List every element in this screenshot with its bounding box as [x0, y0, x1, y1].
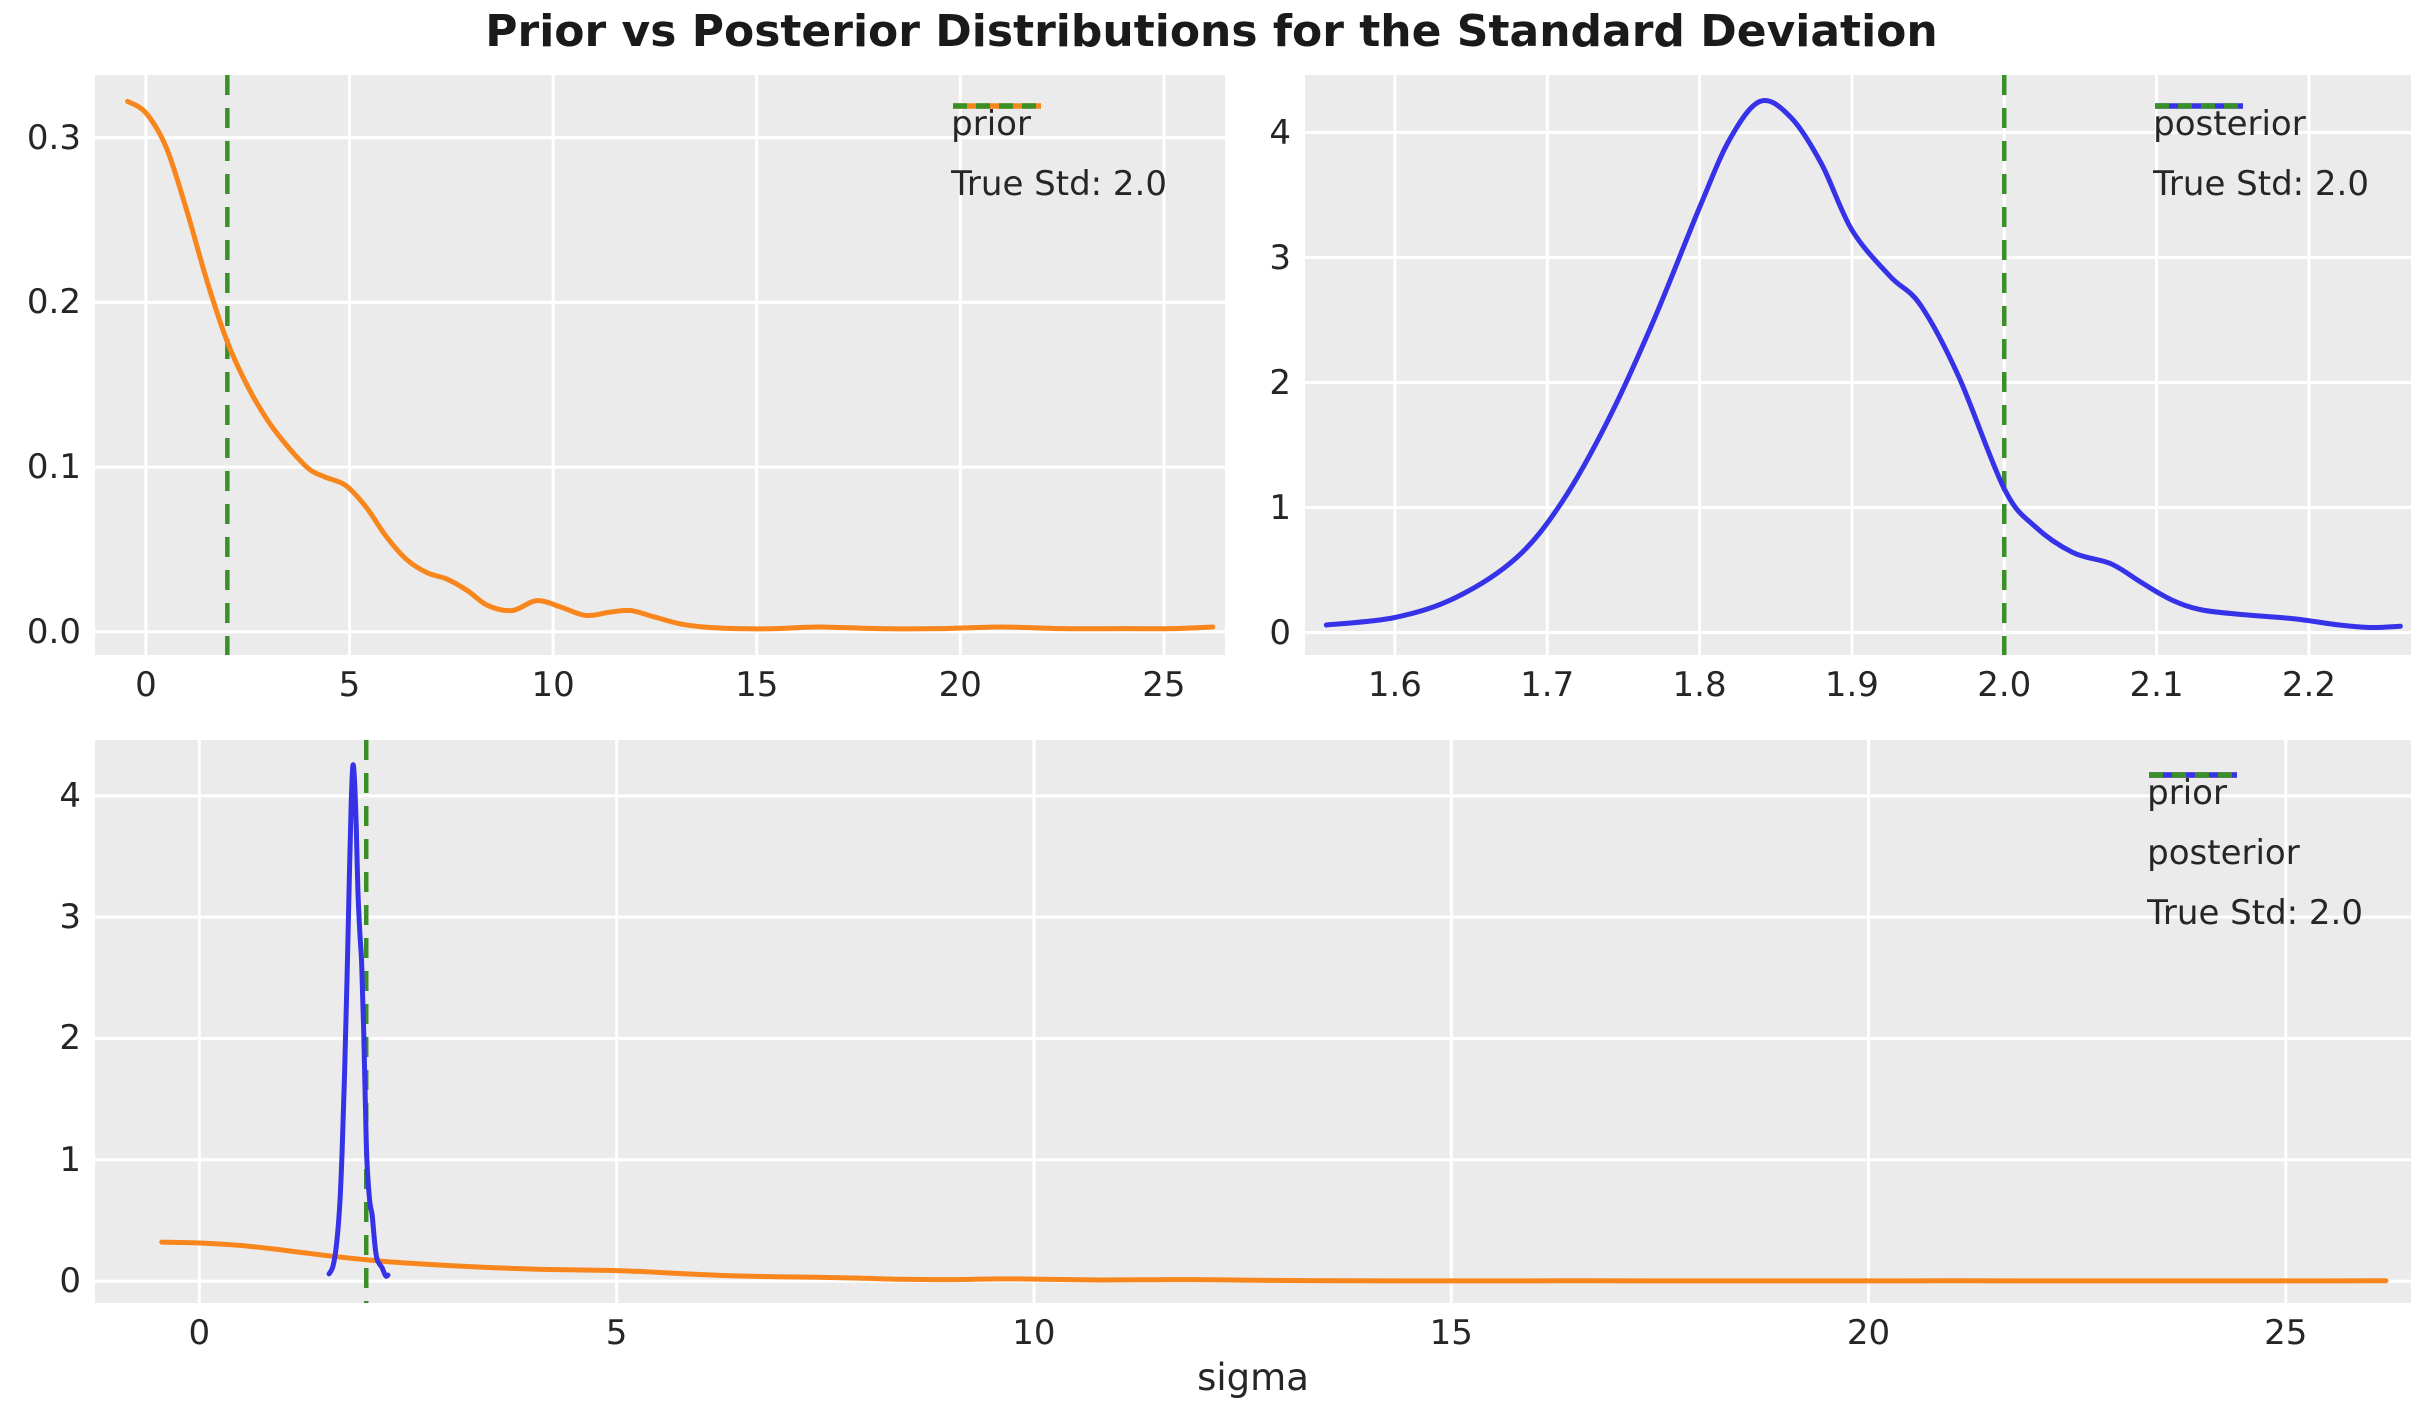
- legend-label: True Std: 2.0: [2153, 164, 2369, 204]
- legend-bottom: prior posterior True Std: 2.0: [2147, 770, 2363, 936]
- y-tick-label: 2: [59, 1018, 81, 1059]
- dashed-line-swatch-icon: [2155, 103, 2244, 109]
- x-tick-label: 0: [188, 1313, 211, 1353]
- y-tick-label: 4: [1269, 112, 1291, 153]
- plot-background: [1305, 75, 2411, 655]
- x-tick-label: 1.9: [1824, 665, 1879, 705]
- dashed-line-swatch-icon: [953, 103, 1042, 109]
- x-tick-label: 1.6: [1367, 665, 1422, 705]
- legend-label: True Std: 2.0: [2147, 893, 2363, 933]
- x-tick-label: 2.0: [1977, 665, 2032, 705]
- legend-top-right: posterior True Std: 2.0: [2153, 101, 2369, 207]
- y-tick-label: 1: [1269, 487, 1291, 528]
- plot-area-bottom: [95, 740, 2411, 1303]
- y-tick-label: 0.3: [26, 117, 81, 158]
- x-tick-label: 10: [1012, 1313, 1056, 1353]
- legend-label: posterior: [2153, 104, 2306, 144]
- legend-item-posterior: posterior: [2147, 772, 2363, 876]
- panel-bottom: 0 5 10 15 20 25 0 1 2 3 4 prior posterior True Std: 2…: [59, 740, 2411, 1353]
- posterior-curve: [326, 762, 391, 1279]
- y-tick-label: 4: [59, 775, 81, 816]
- x-axis-label: sigma: [1197, 1356, 1309, 1399]
- posterior-curve: [1323, 98, 2403, 631]
- figure-title: Prior vs Posterior Distributions for the…: [485, 6, 1938, 57]
- y-tick-label: 0.2: [26, 282, 81, 323]
- x-tick-label: 0: [135, 665, 157, 705]
- y-tick-label: 3: [1269, 237, 1291, 278]
- plot-area-top-left: [95, 75, 1225, 655]
- x-tick-label: 15: [735, 665, 779, 705]
- legend-item-true_std: True Std: 2.0: [951, 103, 1167, 207]
- y-tick-label: 0: [1269, 612, 1291, 653]
- plot-background: [95, 75, 1225, 655]
- x-tick-label: 20: [1846, 1313, 1891, 1353]
- x-tick-label: 25: [2264, 1313, 2308, 1353]
- y-tick-label: 3: [59, 897, 81, 938]
- legend-label: prior: [951, 104, 1031, 144]
- x-tick-label: 2.1: [2129, 665, 2184, 705]
- x-tick-label: 20: [938, 665, 982, 705]
- plot-area-top-right: [1305, 75, 2411, 655]
- dashed-line-swatch-icon: [2149, 772, 2238, 778]
- x-tick-label: 1.8: [1672, 665, 1727, 705]
- legend-item-true_std: True Std: 2.0: [2147, 772, 2363, 936]
- x-tick-label: 25: [1142, 665, 1186, 705]
- x-tick-label: 1.7: [1520, 665, 1575, 705]
- prior-curve: [125, 98, 1216, 632]
- y-tick-label: 2: [1269, 362, 1291, 403]
- prior-curve: [159, 1239, 2389, 1284]
- x-tick-label: 2.2: [2281, 665, 2336, 705]
- legend-label: prior: [2147, 773, 2227, 813]
- x-tick-label: 5: [605, 1313, 628, 1353]
- legend-top-left: prior True Std: 2.0: [951, 101, 1167, 207]
- y-tick-label: 0.1: [26, 447, 81, 488]
- x-tick-label: 15: [1429, 1313, 1473, 1353]
- panel-top-left: 0 5 10 15 20 25 0.0 0.1 0.2 0.3 prior True Std: 2.0: [27, 75, 1225, 705]
- legend-label: True Std: 2.0: [951, 164, 1167, 204]
- legend-item-true_std: True Std: 2.0: [2153, 103, 2369, 207]
- panel-top-right: 1.6 1.7 1.8 1.9 2.0 2.1 2.2 0 1 2 3 4 posterior True …: [1269, 75, 2411, 705]
- x-tick-label: 5: [338, 665, 361, 705]
- y-tick-label: 0.0: [26, 611, 81, 652]
- legend-label: posterior: [2147, 833, 2300, 873]
- y-tick-label: 0: [59, 1261, 81, 1302]
- y-tick-label: 1: [59, 1139, 81, 1180]
- plot-background: [95, 740, 2411, 1303]
- x-tick-label: 10: [531, 665, 575, 705]
